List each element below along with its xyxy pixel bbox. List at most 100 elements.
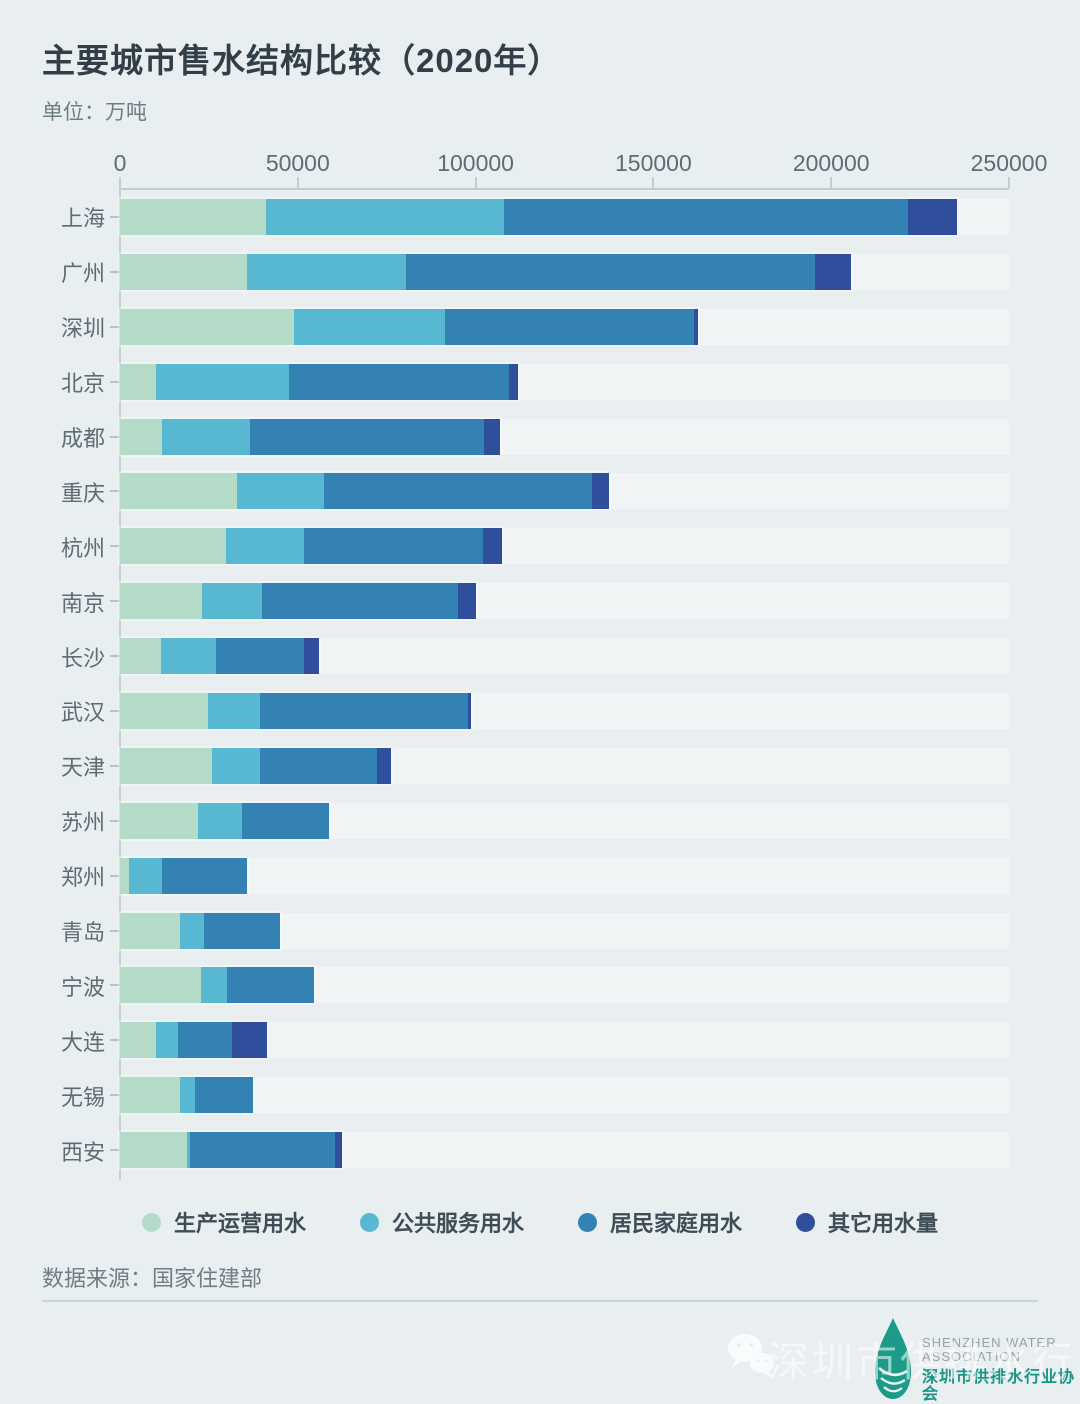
legend-dot-other — [796, 1212, 816, 1232]
bar-segment-public-service — [202, 583, 263, 620]
category-label: 青岛 — [60, 920, 105, 946]
bar-segment-other — [484, 418, 501, 455]
legend-item-production: 生产运营用水 — [141, 1206, 306, 1238]
bar-row: 苏州 — [61, 794, 1009, 849]
category-label: 无锡 — [60, 1084, 105, 1110]
category-label: 长沙 — [60, 645, 105, 671]
bar-segment-public-service — [294, 308, 445, 345]
bar-segment-residential — [260, 747, 378, 784]
bar-segment-production — [120, 308, 295, 345]
bar-row: 上海 — [61, 190, 1009, 245]
bar-segment-residential — [445, 308, 695, 345]
bar-segment-public-service — [246, 253, 407, 290]
stacked-bar — [120, 802, 330, 839]
stacked-bar — [120, 1077, 253, 1114]
stacked-bar — [120, 473, 609, 510]
category-tick-mark — [110, 1094, 120, 1097]
legend-label-public-service: 公共服务用水 — [391, 1211, 524, 1236]
legend-label-other: 其它用水量 — [828, 1211, 939, 1236]
category-tick-mark — [110, 600, 120, 603]
category-label: 天津 — [60, 755, 105, 781]
bar-segment-residential — [161, 857, 247, 894]
bar-row: 南京 — [61, 574, 1009, 629]
y-axis-line — [119, 188, 121, 1180]
category-tick-mark — [110, 874, 120, 877]
x-axis-tick-mark — [119, 177, 121, 188]
bar-segment-other — [303, 638, 320, 675]
chart-title: 主要城市售水结构比较（2020年） — [42, 42, 562, 79]
category-tick-mark — [110, 490, 120, 493]
bar-row: 天津 — [61, 739, 1009, 794]
bar-segment-other — [334, 1132, 342, 1169]
category-label: 南京 — [60, 590, 105, 616]
bar-segment-production — [120, 253, 247, 290]
bar-row: 武汉 — [61, 684, 1009, 739]
bar-segment-residential — [194, 1077, 253, 1114]
x-axis-tick-label: 0 — [113, 150, 127, 176]
stacked-bar — [120, 912, 281, 949]
bar-row: 郑州 — [61, 849, 1009, 904]
legend-item-residential: 居民家庭用水 — [578, 1206, 742, 1238]
bar-segment-production — [120, 473, 238, 510]
plot-area: 上海广州深圳北京成都重庆杭州南京长沙武汉天津苏州郑州青岛宁波大连无锡西安 — [61, 190, 1009, 1178]
bar-segment-other — [814, 253, 851, 290]
category-label: 大连 — [60, 1029, 105, 1055]
bar-segment-production — [120, 1022, 157, 1059]
bar-segment-production — [120, 1132, 187, 1169]
legend-dot-production — [141, 1212, 161, 1232]
bar-segment-residential — [288, 363, 509, 400]
category-label: 宁波 — [60, 974, 105, 1000]
x-axis-tick-label: 50000 — [265, 150, 330, 176]
x-axis-tick-label: 200000 — [792, 150, 870, 176]
bar-segment-production — [120, 802, 198, 839]
wechat-icon — [728, 1334, 774, 1377]
bar-segment-public-service — [208, 693, 261, 730]
logo-text: SHENZHEN WATER ASSOCIATION 深圳市供排水行业协会 — [922, 1335, 1080, 1404]
bar-row: 杭州 — [61, 519, 1009, 574]
brand-area: 深圳市供排水行业协会 SHENZHEN WATER ASSOCIATION 深圳… — [0, 1310, 1080, 1404]
bar-segment-public-service — [180, 912, 205, 949]
watermark-text: 深圳市供排水行业协会 — [768, 1339, 1080, 1385]
bar-segment-public-service — [156, 1022, 178, 1059]
x-axis-tick-mark — [652, 177, 655, 188]
bar-segment-production — [120, 638, 161, 675]
stacked-bar — [120, 747, 391, 784]
bar-row: 大连 — [61, 1013, 1009, 1068]
stacked-bar — [120, 583, 476, 620]
legend-item-public-service: 公共服务用水 — [359, 1206, 524, 1238]
stacked-bar — [120, 638, 320, 675]
x-axis-tick-mark — [830, 177, 833, 188]
category-tick-mark — [110, 984, 120, 987]
category-label: 广州 — [60, 261, 105, 287]
stacked-bar — [120, 1022, 268, 1059]
category-label: 苏州 — [60, 810, 105, 836]
bar-segment-other — [509, 363, 519, 400]
category-label: 成都 — [60, 426, 105, 451]
bar-segment-residential — [262, 583, 458, 620]
legend: 生产运营用水 公共服务用水 居民家庭用水 其它用水量 — [0, 1206, 1080, 1238]
bar-segment-other — [483, 528, 503, 565]
category-label: 重庆 — [60, 480, 105, 506]
stacked-bar — [120, 418, 501, 455]
row-track — [120, 1077, 1009, 1114]
logo-en-line2: ASSOCIATION — [922, 1349, 1021, 1365]
row-track — [120, 1022, 1009, 1059]
bar-segment-public-service — [155, 363, 289, 400]
bar-segment-residential — [241, 802, 330, 839]
water-drop-logo-icon — [875, 1318, 911, 1399]
legend-dot-public-service — [359, 1212, 379, 1232]
bar-segment-production — [120, 528, 227, 565]
bar-segment-other — [377, 747, 391, 784]
unit-label: 单位：万吨 — [42, 101, 147, 124]
stacked-bar — [120, 363, 519, 400]
bar-segment-public-service — [179, 1077, 195, 1114]
bar-segment-production — [120, 693, 209, 730]
bar-row: 西安 — [61, 1123, 1009, 1178]
legend-item-other: 其它用水量 — [796, 1206, 938, 1238]
bar-segment-residential — [177, 1022, 233, 1059]
bar-segment-residential — [250, 418, 485, 455]
category-label: 北京 — [60, 371, 105, 397]
bar-row: 深圳 — [61, 300, 1009, 355]
bar-segment-residential — [304, 528, 484, 565]
